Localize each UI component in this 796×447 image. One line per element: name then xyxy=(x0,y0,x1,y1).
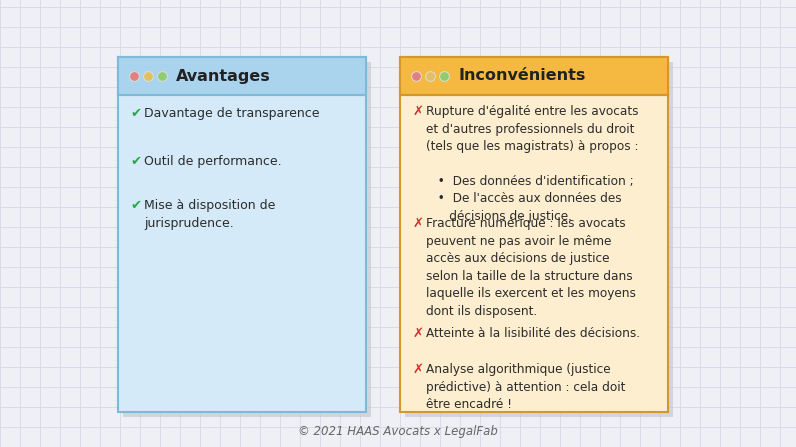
Text: Inconvénients: Inconvénients xyxy=(458,68,585,84)
Text: ✔: ✔ xyxy=(130,155,141,168)
FancyBboxPatch shape xyxy=(400,57,668,95)
Text: Davantage de transparence: Davantage de transparence xyxy=(144,107,319,120)
Text: Analyse algorithmique (justice
prédictive) à attention : cela doit
être encadré : Analyse algorithmique (justice prédictiv… xyxy=(426,363,626,411)
Text: ✔: ✔ xyxy=(130,107,141,120)
Text: ✗: ✗ xyxy=(412,217,423,230)
Text: Mise à disposition de
jurisprudence.: Mise à disposition de jurisprudence. xyxy=(144,199,275,229)
Text: Avantages: Avantages xyxy=(176,68,271,84)
FancyBboxPatch shape xyxy=(118,57,366,95)
Text: ✗: ✗ xyxy=(412,105,423,118)
FancyBboxPatch shape xyxy=(405,62,673,417)
FancyBboxPatch shape xyxy=(118,57,366,412)
Text: ✗: ✗ xyxy=(412,327,423,340)
Text: Rupture d'égalité entre les avocats
et d'autres professionnels du droit
(tels qu: Rupture d'égalité entre les avocats et d… xyxy=(426,105,638,223)
FancyBboxPatch shape xyxy=(400,57,668,412)
FancyBboxPatch shape xyxy=(123,62,371,417)
Text: Atteinte à la lisibilité des décisions.: Atteinte à la lisibilité des décisions. xyxy=(426,327,640,340)
Text: Outil de performance.: Outil de performance. xyxy=(144,155,282,168)
Text: © 2021 HAAS Avocats x LegalFab: © 2021 HAAS Avocats x LegalFab xyxy=(298,425,498,438)
Text: ✔: ✔ xyxy=(130,199,141,212)
Text: Fracture numérique : les avocats
peuvent ne pas avoir le même
accès aux décision: Fracture numérique : les avocats peuvent… xyxy=(426,217,636,317)
Text: ✗: ✗ xyxy=(412,363,423,376)
